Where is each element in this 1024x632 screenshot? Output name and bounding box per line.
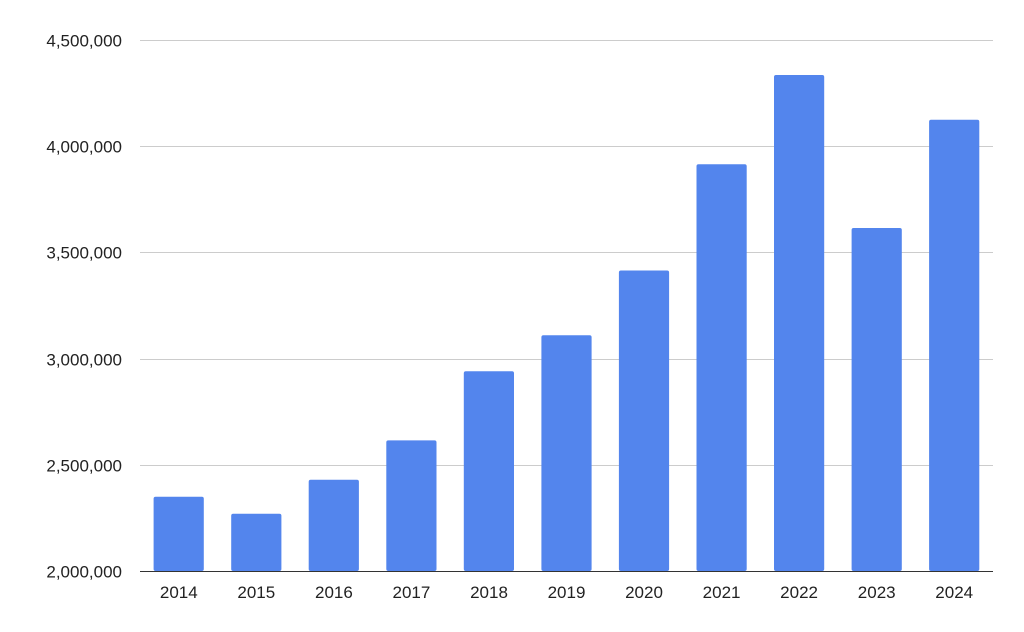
y-tick-label: 3,000,000 (46, 351, 122, 370)
bar-2017 (386, 440, 437, 571)
x-tick-label: 2022 (780, 583, 818, 602)
x-tick-label: 2019 (548, 583, 586, 602)
bar-2018 (463, 371, 514, 571)
x-tick-label: 2015 (237, 583, 275, 602)
x-tick-label: 2023 (858, 583, 896, 602)
y-tick-label: 2,500,000 (46, 457, 122, 476)
bar-2020 (618, 270, 670, 571)
x-tick-label: 2017 (392, 583, 430, 602)
x-axis: 2014 2015 2016 2017 2018 2019 2020 2021 2022 2023… (160, 583, 973, 602)
x-tick-label: 2020 (625, 583, 663, 602)
bar-2024 (929, 119, 980, 571)
bar-2022 (774, 75, 825, 571)
x-tick-label: 2021 (703, 583, 741, 602)
y-tick-label: 3,500,000 (46, 244, 122, 263)
x-tick-label: 2018 (470, 583, 508, 602)
x-tick-label: 2024 (935, 583, 973, 602)
bar-2021 (696, 164, 747, 572)
x-tick-label: 2016 (315, 583, 353, 602)
bar-2016 (308, 479, 359, 571)
bar-2023 (851, 228, 902, 571)
y-tick-label: 4,500,000 (46, 32, 122, 51)
bars (153, 75, 980, 572)
bar-2014 (153, 496, 204, 571)
gridlines (140, 40, 993, 466)
bar-2019 (541, 335, 592, 571)
y-tick-label: 2,000,000 (46, 563, 122, 582)
x-tick-label: 2014 (160, 583, 198, 602)
bar-2015 (231, 513, 282, 571)
y-tick-label: 4,000,000 (46, 138, 122, 157)
y-axis: 2,000,000 2,500,000 3,000,000 3,500,000 4,00… (46, 32, 122, 582)
